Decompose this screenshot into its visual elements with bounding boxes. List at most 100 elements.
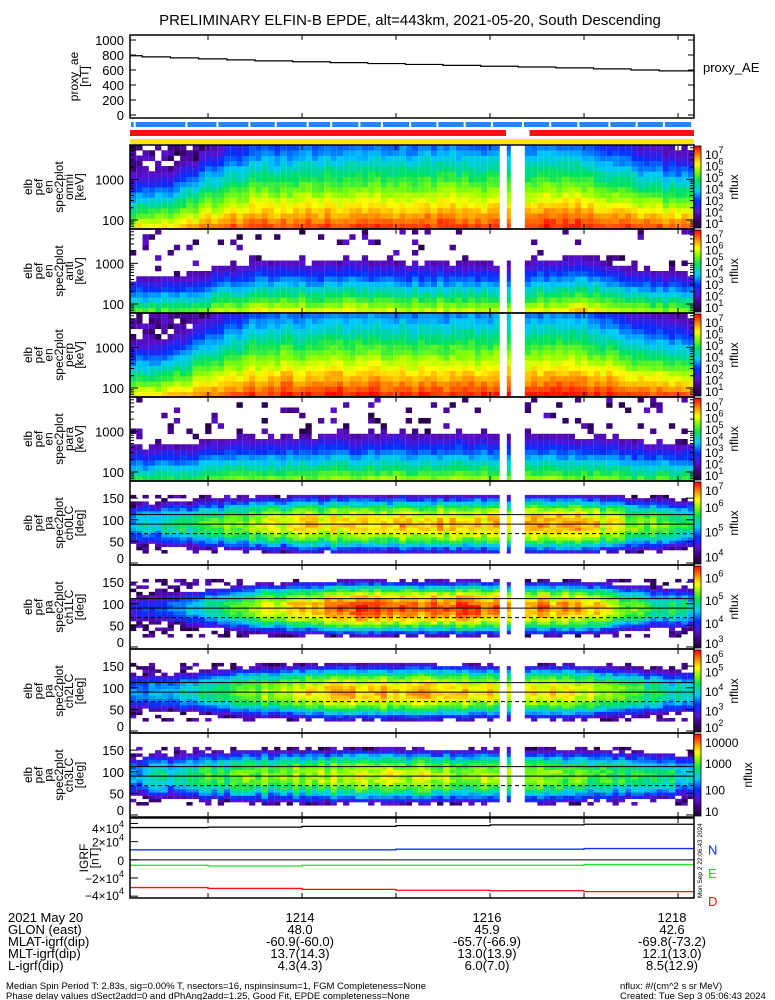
heatmap-cell: [631, 334, 638, 340]
heatmap-cell: [675, 155, 682, 162]
heatmap-cell: [324, 150, 331, 156]
tick-exponent: 5: [718, 420, 723, 430]
heatmap-cell: [336, 433, 344, 440]
heatmap-cell: [155, 218, 162, 225]
heatmap-cell: [142, 504, 149, 509]
heatmap-cell: [487, 360, 494, 366]
heatmap-cell: [343, 454, 350, 461]
heatmap-cell: [161, 166, 168, 172]
heatmap-cell: [612, 460, 619, 466]
heatmap-cell: [148, 307, 156, 314]
heatmap-cell: [318, 292, 325, 298]
heatmap-cell: [255, 318, 262, 324]
heatmap-cell: [305, 187, 312, 193]
heatmap-cell: [524, 475, 532, 482]
colorbar-tick-label: 103: [705, 359, 723, 376]
heatmap-cell: [386, 328, 394, 335]
heatmap-cell: [462, 265, 469, 272]
heatmap-cell: [524, 433, 532, 440]
heatmap-cell: [643, 444, 651, 450]
heatmap-cell: [612, 171, 619, 177]
heatmap-cell: [292, 213, 300, 219]
heatmap-cell: [506, 271, 511, 277]
heatmap-cell: [524, 176, 532, 183]
heatmap-cell: [211, 192, 218, 198]
heatmap-cell: [386, 155, 394, 162]
heatmap-cell: [311, 176, 318, 183]
heatmap-cell: [324, 470, 331, 477]
heatmap-cell: [449, 307, 456, 314]
heatmap-cell: [399, 176, 406, 183]
heatmap-cell: [399, 449, 406, 456]
heatmap-cell: [305, 160, 312, 167]
heatmap-cell: [537, 145, 544, 151]
heatmap-cell: [493, 265, 500, 272]
heatmap-cell: [192, 391, 199, 398]
heatmap-cell: [205, 465, 212, 471]
heatmap-cell: [574, 318, 582, 324]
heatmap-cell: [668, 202, 676, 209]
heatmap-cell: [524, 271, 532, 277]
heatmap-cell: [136, 454, 143, 461]
heatmap-cell: [593, 197, 600, 204]
heatmap-cell: [236, 313, 243, 319]
axis-label-line: elb: [21, 431, 35, 447]
heatmap-cell: [574, 449, 582, 456]
heatmap-cell: [637, 349, 644, 356]
heatmap-cell: [255, 223, 262, 230]
heatmap-cell: [574, 465, 582, 471]
heatmap-cell: [405, 176, 412, 183]
heatmap-cell: [311, 155, 318, 162]
heatmap-cell: [242, 271, 250, 277]
heatmap-cell: [380, 213, 387, 219]
heatmap-cell: [148, 313, 156, 319]
heatmap-cell: [148, 171, 156, 177]
heatmap-cell: [267, 355, 275, 361]
heatmap-cell: [336, 160, 344, 167]
heatmap-cell: [506, 465, 511, 471]
heatmap-cell: [656, 192, 663, 198]
heatmap-cell: [643, 370, 651, 377]
axis-label-line: en: [42, 180, 56, 193]
heatmap-cell: [468, 176, 475, 183]
heatmap-cell: [531, 328, 538, 335]
heatmap-cell: [574, 376, 582, 382]
heatmap-cell: [292, 265, 300, 272]
heatmap-cell: [386, 318, 394, 324]
heatmap-cell: [311, 318, 318, 324]
heatmap-cell: [198, 192, 206, 198]
tick-base: 10: [705, 446, 719, 460]
heatmap-cell: [336, 318, 344, 324]
heatmap-cell: [393, 265, 400, 272]
heatmap-cell: [468, 155, 475, 162]
heatmap-cell: [587, 176, 594, 183]
heatmap-cell: [330, 344, 337, 351]
heatmap-cell: [230, 171, 237, 177]
tick-exponent: 1: [718, 466, 723, 476]
heatmap-cell: [574, 271, 582, 277]
heatmap-cell: [242, 344, 250, 351]
heatmap-cell: [668, 307, 676, 314]
heatmap-cell: [549, 339, 557, 345]
heatmap-cell: [643, 160, 651, 167]
heatmap-cell: [562, 391, 569, 398]
heatmap-cell: [355, 376, 362, 382]
heatmap-cell: [186, 454, 193, 461]
heatmap-cell: [180, 511, 187, 515]
heatmap-cell: [224, 223, 231, 230]
heatmap-cell: [543, 391, 550, 398]
heatmap-cell: [562, 460, 569, 466]
heatmap-cell: [349, 386, 356, 393]
heatmap-cell: [631, 187, 638, 193]
heatmap-cell: [506, 360, 511, 366]
heatmap-cell: [662, 355, 669, 361]
heatmap-cell: [299, 439, 306, 445]
heatmap-cell: [656, 313, 663, 319]
heatmap-cell: [430, 365, 438, 372]
heatmap-cell: [130, 376, 137, 382]
heatmap-cell: [361, 328, 369, 335]
heatmap-cell: [399, 370, 406, 377]
heatmap-cell: [468, 328, 475, 335]
heatmap-cell: [167, 187, 174, 193]
heatmap-cell: [537, 433, 544, 440]
